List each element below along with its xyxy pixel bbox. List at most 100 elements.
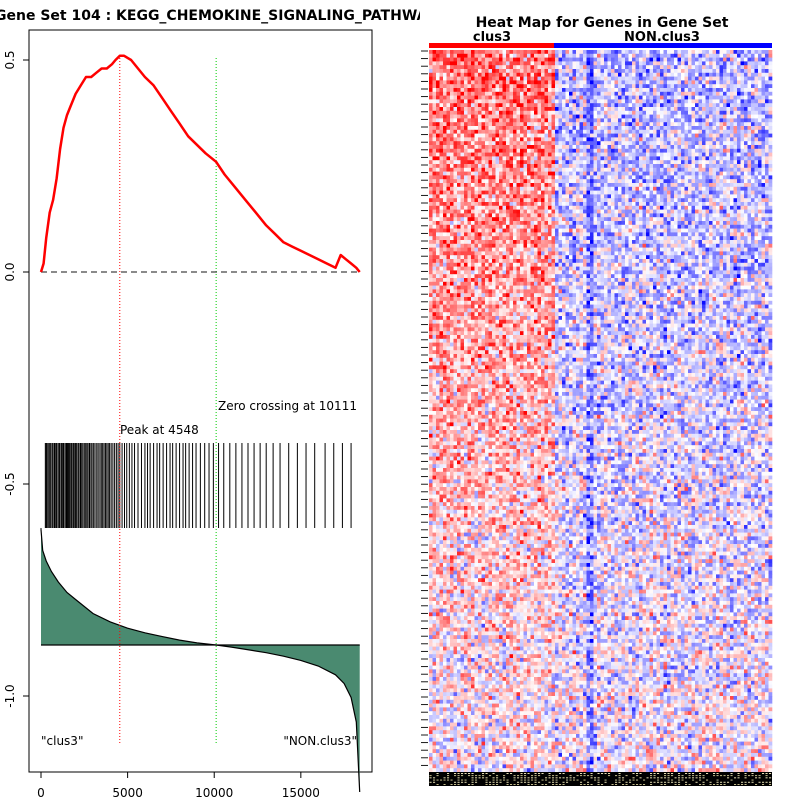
heat-cell xyxy=(625,126,629,131)
heat-cell xyxy=(621,164,626,169)
heat-cell xyxy=(520,50,524,55)
heat-cell xyxy=(436,69,440,74)
heat-cell xyxy=(569,209,573,214)
heat-cell xyxy=(495,53,500,58)
heat-cell xyxy=(646,228,650,233)
heat-cell xyxy=(653,57,657,62)
heat-cell xyxy=(453,61,458,66)
heat-cell xyxy=(565,118,570,123)
heat-cell xyxy=(621,88,626,93)
heat-cell xyxy=(663,76,668,81)
heat-cell xyxy=(548,217,552,222)
heat-cell xyxy=(667,164,671,169)
heat-cell xyxy=(467,72,472,77)
heat-cell xyxy=(628,205,633,210)
heat-cell xyxy=(481,126,486,131)
heat-cell xyxy=(674,228,678,233)
heat-cell xyxy=(590,103,594,108)
heat-cell xyxy=(726,164,731,169)
heat-cell xyxy=(520,118,524,123)
heat-cell xyxy=(471,209,475,214)
heat-cell xyxy=(502,133,507,138)
heat-cell xyxy=(698,171,703,176)
heat-cell xyxy=(751,145,755,150)
heat-cell xyxy=(758,76,762,81)
heat-cell xyxy=(702,186,706,191)
heat-cell xyxy=(597,91,601,96)
heat-cell xyxy=(471,148,475,153)
heat-cell xyxy=(565,145,570,150)
heat-cell xyxy=(534,126,538,131)
heat-cell xyxy=(555,190,559,195)
heat-cell xyxy=(730,164,734,169)
heat-cell xyxy=(471,80,475,85)
heat-cell xyxy=(492,80,496,85)
heat-cell xyxy=(516,141,521,146)
heat-cell xyxy=(639,179,643,184)
heat-cell xyxy=(579,186,584,191)
heat-cell xyxy=(670,194,675,199)
heat-cell xyxy=(555,91,559,96)
heat-cell xyxy=(474,88,479,93)
heat-cell xyxy=(453,228,458,233)
heat-cell xyxy=(579,183,584,188)
heat-cell xyxy=(635,179,640,184)
heat-cell xyxy=(702,53,706,58)
heat-cell xyxy=(667,88,671,93)
heat-cell xyxy=(506,209,510,214)
heat-cell xyxy=(604,164,608,169)
heat-cell xyxy=(467,198,472,203)
heat-cell xyxy=(733,145,738,150)
heat-cell xyxy=(642,145,647,150)
heat-cell xyxy=(523,183,528,188)
heat-cell xyxy=(712,99,717,104)
heat-cell xyxy=(555,160,559,165)
heat-cell xyxy=(516,186,521,191)
heat-cell xyxy=(730,137,734,142)
heat-cell xyxy=(562,133,566,138)
heat-cell xyxy=(457,167,461,172)
heat-cell xyxy=(663,217,668,222)
heat-cell xyxy=(709,171,713,176)
heat-cell xyxy=(513,76,517,81)
heat-cell xyxy=(429,126,433,131)
heat-cell xyxy=(740,126,745,131)
heat-cell xyxy=(660,224,664,229)
heat-cell xyxy=(586,186,591,191)
heat-cell xyxy=(716,57,720,62)
heat-cell xyxy=(527,186,531,191)
heat-cell xyxy=(572,53,577,58)
heat-cell xyxy=(684,91,689,96)
heat-cell xyxy=(709,209,713,214)
heat-cell xyxy=(628,171,633,176)
heat-cell xyxy=(712,186,717,191)
heat-cell xyxy=(579,198,584,203)
heat-cell xyxy=(565,198,570,203)
heat-cell xyxy=(509,133,514,138)
heat-cell xyxy=(737,133,741,138)
heat-cell xyxy=(530,118,535,123)
heat-cell xyxy=(723,84,727,89)
heat-cell xyxy=(737,217,741,222)
heat-cell xyxy=(488,224,493,229)
heat-cell xyxy=(768,50,773,55)
heat-cell xyxy=(614,183,619,188)
heat-cell xyxy=(478,99,482,104)
heat-cell xyxy=(572,160,577,165)
heat-cell xyxy=(635,69,640,74)
heat-cell xyxy=(457,164,461,169)
heat-cell xyxy=(534,190,538,195)
heat-cell xyxy=(544,110,549,115)
heat-cell xyxy=(439,224,444,229)
heat-cell xyxy=(653,114,657,119)
heat-cell xyxy=(758,167,762,172)
heat-cell xyxy=(670,80,675,85)
heat-cell xyxy=(562,202,566,207)
heat-cell xyxy=(495,69,500,74)
heat-cell xyxy=(681,126,685,131)
heat-cell xyxy=(569,107,573,112)
heat-cell xyxy=(586,95,591,100)
heat-cell xyxy=(534,171,538,176)
gene-row-labels xyxy=(421,50,428,766)
heat-cell xyxy=(691,213,696,218)
